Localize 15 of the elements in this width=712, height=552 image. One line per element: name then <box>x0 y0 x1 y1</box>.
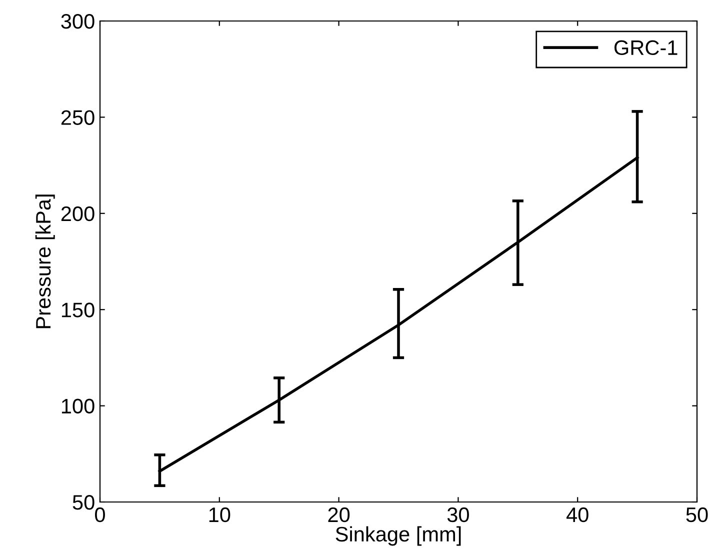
legend-label: GRC-1 <box>614 40 678 56</box>
y-axis-title: Pressure [kPa] <box>35 194 55 328</box>
x-tick-label: 30 <box>447 507 469 522</box>
x-tick-label: 10 <box>209 507 230 522</box>
y-tick-label: 100 <box>62 398 94 414</box>
x-tick-label: 20 <box>328 507 350 522</box>
x-axis-title: Sinkage [mm] <box>336 526 461 546</box>
x-tick-label: 50 <box>686 507 708 522</box>
y-tick-label: 200 <box>61 206 94 222</box>
y-tick-label: 50 <box>72 495 94 510</box>
y-tick-label: 150 <box>62 302 94 318</box>
y-tick-label: 250 <box>61 110 94 125</box>
x-tick-label: 40 <box>566 507 588 522</box>
x-tick-label: 0 <box>95 507 105 522</box>
y-tick-label: 300 <box>61 14 94 29</box>
